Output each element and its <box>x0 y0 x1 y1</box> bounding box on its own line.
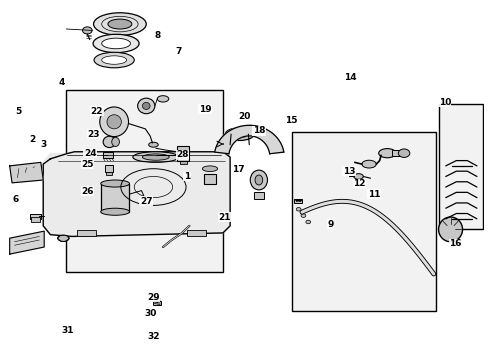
Text: 22: 22 <box>90 107 103 116</box>
Bar <box>101 184 129 212</box>
Text: 18: 18 <box>252 126 264 135</box>
Ellipse shape <box>361 160 376 168</box>
Bar <box>438 104 482 229</box>
Text: 2: 2 <box>29 135 36 144</box>
Text: 21: 21 <box>218 212 230 221</box>
Ellipse shape <box>112 137 119 147</box>
Text: 23: 23 <box>87 130 100 139</box>
Polygon shape <box>10 162 43 183</box>
Bar <box>293 199 302 203</box>
Ellipse shape <box>137 98 155 114</box>
Ellipse shape <box>157 96 168 102</box>
Ellipse shape <box>398 149 409 157</box>
Text: 15: 15 <box>285 116 297 125</box>
Text: 16: 16 <box>448 239 461 248</box>
Ellipse shape <box>102 56 126 64</box>
Text: 1: 1 <box>183 172 190 181</box>
Ellipse shape <box>301 214 305 217</box>
Bar <box>103 153 112 158</box>
Ellipse shape <box>133 152 179 162</box>
Text: 28: 28 <box>176 150 188 159</box>
Ellipse shape <box>107 115 121 129</box>
Ellipse shape <box>100 107 128 136</box>
Text: 19: 19 <box>199 105 211 114</box>
Ellipse shape <box>142 102 150 109</box>
Bar <box>106 172 112 175</box>
Ellipse shape <box>94 52 134 68</box>
Bar <box>30 213 41 219</box>
Bar <box>180 161 186 164</box>
Text: 25: 25 <box>81 159 93 168</box>
Polygon shape <box>43 154 230 237</box>
Polygon shape <box>214 125 283 154</box>
Ellipse shape <box>438 217 462 242</box>
Text: 20: 20 <box>238 112 250 121</box>
Ellipse shape <box>101 180 129 187</box>
Ellipse shape <box>82 27 92 34</box>
Text: 10: 10 <box>438 98 450 107</box>
Ellipse shape <box>378 149 395 158</box>
Ellipse shape <box>202 166 217 171</box>
Ellipse shape <box>103 136 115 148</box>
Ellipse shape <box>101 208 129 215</box>
Ellipse shape <box>353 174 363 179</box>
Ellipse shape <box>58 235 69 242</box>
Bar <box>104 165 113 172</box>
Ellipse shape <box>93 34 139 53</box>
Text: 29: 29 <box>147 293 160 302</box>
Bar <box>204 174 215 184</box>
Text: 9: 9 <box>327 220 333 229</box>
Bar <box>186 230 206 236</box>
Bar <box>31 217 40 222</box>
Text: 6: 6 <box>12 195 19 204</box>
Ellipse shape <box>93 13 146 35</box>
Ellipse shape <box>231 131 248 138</box>
Text: 17: 17 <box>232 165 244 174</box>
Ellipse shape <box>295 199 298 202</box>
Text: 31: 31 <box>61 327 73 336</box>
Ellipse shape <box>148 142 158 147</box>
Text: 7: 7 <box>175 47 181 56</box>
Text: 3: 3 <box>40 140 46 149</box>
Ellipse shape <box>142 154 169 160</box>
Text: 5: 5 <box>15 107 21 116</box>
Text: 11: 11 <box>367 190 379 199</box>
Bar <box>391 150 402 156</box>
Ellipse shape <box>298 199 301 202</box>
Ellipse shape <box>225 128 254 140</box>
Text: 4: 4 <box>58 78 64 87</box>
Ellipse shape <box>250 170 267 190</box>
Bar <box>254 192 263 199</box>
Text: 26: 26 <box>81 187 93 196</box>
Text: 12: 12 <box>352 179 365 188</box>
Text: 14: 14 <box>343 73 356 82</box>
Ellipse shape <box>296 207 301 211</box>
Bar <box>292 132 435 311</box>
Text: 13: 13 <box>342 167 354 176</box>
Text: 32: 32 <box>147 333 160 342</box>
Bar <box>153 301 161 305</box>
Ellipse shape <box>108 19 132 29</box>
Bar <box>177 147 189 161</box>
Text: 8: 8 <box>154 31 160 40</box>
Bar <box>66 90 223 272</box>
Bar <box>77 230 96 236</box>
Ellipse shape <box>255 175 262 185</box>
Text: 27: 27 <box>140 197 152 206</box>
Ellipse shape <box>102 38 130 49</box>
Text: 30: 30 <box>144 309 157 318</box>
Polygon shape <box>10 231 44 254</box>
Text: 24: 24 <box>84 149 96 158</box>
Ellipse shape <box>305 220 310 224</box>
